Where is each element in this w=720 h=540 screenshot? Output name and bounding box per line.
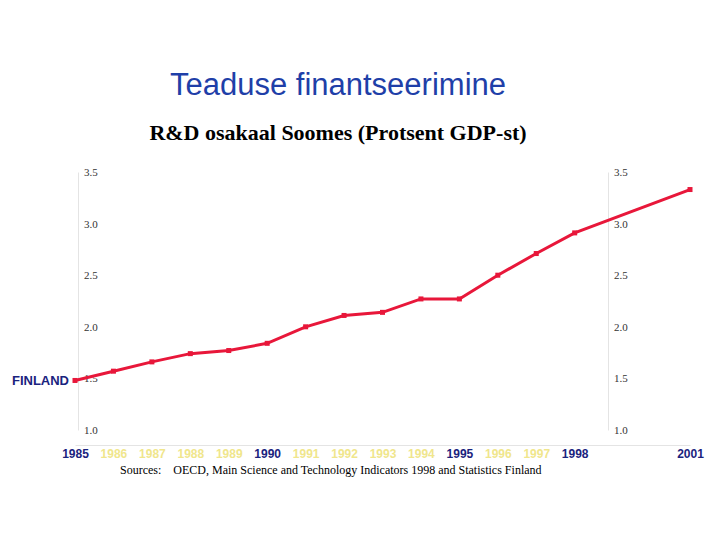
point: [265, 341, 270, 346]
tick-label: 1993: [370, 447, 397, 461]
tick: 2.0: [78, 321, 98, 333]
tick-label: 1.0: [84, 424, 98, 436]
tick: 1.0: [78, 424, 98, 436]
source: Sources: OECD, Main Science and Technolo…: [120, 463, 542, 477]
point: [111, 369, 116, 374]
tick: 2.5: [608, 269, 628, 281]
tick: 1993: [370, 445, 397, 461]
axis-line: [78, 173, 79, 431]
tick: 3.5: [78, 166, 98, 178]
point: [226, 348, 231, 353]
tick-label: 1996: [485, 447, 512, 461]
tick-label: 1992: [331, 447, 358, 461]
point: [457, 296, 462, 301]
tick-label: 1994: [408, 447, 435, 461]
tick-label: 1985: [62, 447, 89, 461]
point: [342, 313, 347, 318]
series-label: FINLAND: [12, 373, 69, 388]
tick: 2.5: [78, 269, 98, 281]
tick-label: 3.0: [84, 218, 98, 230]
tick-label: 2.0: [84, 321, 98, 333]
subtitle: R&D osakaal Soomes (Protsent GDP-st): [149, 120, 526, 145]
point: [418, 296, 423, 301]
tick-label: 1.0: [614, 424, 628, 436]
tick: 2001: [677, 445, 704, 461]
axis-line: [608, 173, 609, 431]
tick: 1.0: [608, 424, 628, 436]
tick-label: 2.5: [84, 269, 98, 281]
tick: 3.5: [608, 166, 628, 178]
tick-label: 3.5: [614, 166, 628, 178]
point: [380, 310, 385, 315]
tick-label: 1.5: [614, 372, 628, 384]
point: [534, 251, 539, 256]
plot-area: [73, 187, 693, 383]
point: [149, 359, 154, 364]
tick-label: 1998: [562, 447, 589, 461]
point: [303, 324, 308, 329]
tick-label: 3.5: [84, 166, 98, 178]
point: [73, 378, 78, 383]
tick-label: 1988: [177, 447, 204, 461]
tick: 1998: [562, 445, 589, 461]
tick-label: 1986: [101, 447, 128, 461]
tick-label: 1995: [447, 447, 474, 461]
tick: 1994: [408, 445, 435, 461]
tick-label: 1990: [254, 447, 281, 461]
tick: 1985: [62, 445, 89, 461]
point: [495, 273, 500, 278]
y-axis-right: 1.0 1.5 2.0 2.5 3.0 3.5: [608, 166, 628, 436]
series-line: [75, 190, 690, 381]
tick-label: 2.0: [614, 321, 628, 333]
tick: 1986: [101, 445, 128, 461]
tick: 2.0: [608, 321, 628, 333]
chart: Teaduse finantseerimine R&D osakaal Soome…: [0, 0, 720, 540]
tick-label: 1989: [216, 447, 243, 461]
tick: 1987: [139, 445, 166, 461]
tick: 1996: [485, 445, 512, 461]
tick: 1.5: [608, 372, 628, 384]
title: Teaduse finantseerimine: [170, 67, 506, 102]
tick: 1991: [293, 445, 320, 461]
tick-label: 3.0: [614, 218, 628, 230]
tick: 1990: [254, 445, 281, 461]
tick-label: 2001: [677, 447, 704, 461]
point: [572, 230, 577, 235]
tick: 1988: [177, 445, 204, 461]
tick-label: 1997: [523, 447, 550, 461]
tick: 1997: [523, 445, 550, 461]
tick-label: 1987: [139, 447, 166, 461]
tick: 3.0: [78, 218, 98, 230]
point: [688, 187, 693, 192]
tick: 1992: [331, 445, 358, 461]
tick: 1989: [216, 445, 243, 461]
tick-label: 2.5: [614, 269, 628, 281]
point: [188, 351, 193, 356]
x-axis: 1985 1986 1987 1988 1989 1990 1991 1992 1993 1994…: [62, 445, 704, 461]
y-axis-left: 1.01.52.02.53.03.5: [78, 166, 98, 436]
tick-label: 1991: [293, 447, 320, 461]
tick: 1995: [447, 445, 474, 461]
